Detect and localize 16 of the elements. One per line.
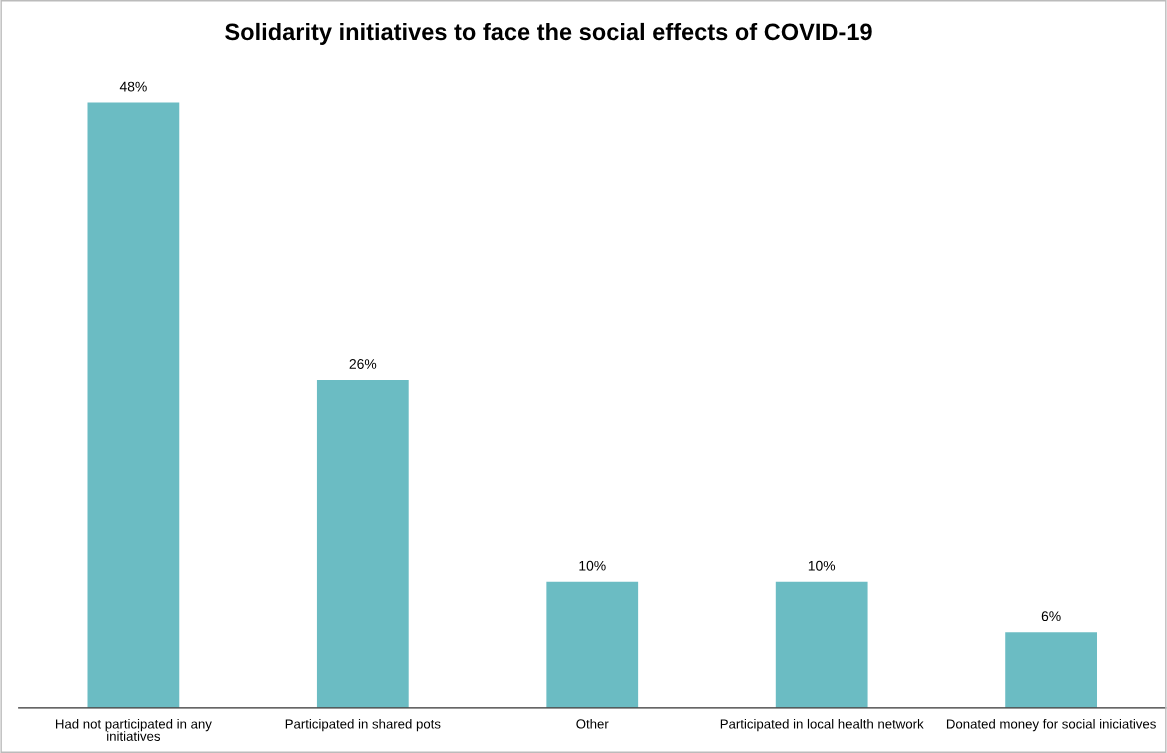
- bar: [775, 581, 868, 708]
- data-label: 6%: [1041, 611, 1061, 622]
- x-tick-label: Other: [576, 718, 609, 729]
- data-label: 48%: [119, 81, 147, 92]
- x-tick-label: Had not participated in any initiatives: [55, 718, 212, 741]
- data-label: 26%: [349, 359, 377, 369]
- bar: [1005, 632, 1097, 708]
- bar: [546, 581, 639, 708]
- x-tick-label: Participated in shared pots: [285, 718, 441, 732]
- bar: [87, 102, 180, 708]
- bar: [316, 380, 409, 708]
- data-label: 10%: [808, 560, 836, 571]
- data-label: 10%: [579, 560, 606, 571]
- chart-title: Solidarity initiatives to face the social effects of COVID-19: [225, 22, 872, 45]
- x-tick-label: Donated money for social iniciatives: [946, 718, 1156, 732]
- x-tick-label: Participated in local health network: [720, 718, 924, 732]
